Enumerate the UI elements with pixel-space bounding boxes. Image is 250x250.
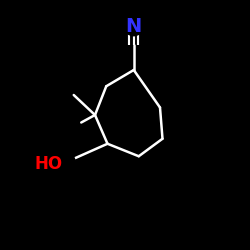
Text: HO: HO <box>34 155 62 173</box>
Text: N: N <box>126 17 142 36</box>
Circle shape <box>50 151 76 177</box>
Circle shape <box>124 17 143 36</box>
